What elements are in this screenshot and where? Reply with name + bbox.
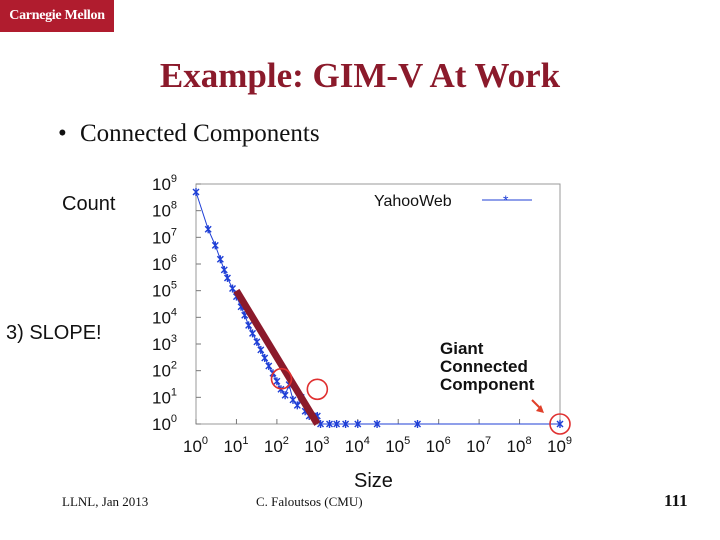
series-point xyxy=(223,273,231,282)
x-axis-label: Size xyxy=(354,470,393,492)
series-point xyxy=(333,420,341,428)
bullet-item: • Connected Components xyxy=(58,120,320,148)
y-tick-label: 100 xyxy=(152,413,177,434)
series-point xyxy=(293,401,301,410)
annotation-line: Giant xyxy=(440,339,484,358)
series-point xyxy=(556,420,564,428)
series-point xyxy=(245,321,253,330)
highlight-circle xyxy=(270,367,293,390)
log-log-scatter-chart: 100 101 102 103 104 105 106 107 108 109 100 101 102 1… xyxy=(152,173,572,456)
footer-author: C. Faloutsos (CMU) xyxy=(256,494,363,509)
series-point xyxy=(281,391,289,400)
y-tick-label: 106 xyxy=(152,253,177,274)
series-point xyxy=(354,420,362,428)
slide-title: Example: GIM-V At Work xyxy=(159,56,561,95)
series-point xyxy=(229,284,237,293)
series-point xyxy=(216,255,224,264)
y-tick-label: 105 xyxy=(152,280,177,301)
series-point xyxy=(273,377,281,386)
highlight-circle xyxy=(306,378,329,401)
series-point xyxy=(289,395,297,404)
series-point xyxy=(204,225,212,234)
legend-marker: * xyxy=(503,192,509,208)
series-point xyxy=(414,420,422,428)
x-tick-label: 104 xyxy=(345,435,370,456)
series-point xyxy=(249,329,257,338)
bullet-text: Connected Components xyxy=(80,120,320,147)
series-point xyxy=(326,420,334,428)
slope-line xyxy=(233,288,321,426)
bullet-dot-icon: • xyxy=(58,120,67,147)
y-axis-label: Count xyxy=(62,193,116,215)
series-point xyxy=(257,345,265,354)
x-tick-label: 109 xyxy=(547,435,572,456)
series-point xyxy=(342,420,350,428)
y-tick-label: 107 xyxy=(152,226,177,247)
slope-label: 3) SLOPE! xyxy=(6,322,102,344)
series-point xyxy=(261,353,269,362)
legend-label: YahooWeb xyxy=(374,193,452,210)
y-tick-label: 109 xyxy=(152,173,177,194)
y-tick-label: 104 xyxy=(152,306,177,327)
x-tick-label: 101 xyxy=(223,435,248,456)
footer-venue: LLNL, Jan 2013 xyxy=(62,494,149,509)
series-point xyxy=(373,420,381,428)
y-tick-label: 102 xyxy=(152,360,177,381)
series-point xyxy=(265,361,273,370)
series-point xyxy=(220,265,228,274)
annotation-line: Component xyxy=(440,375,535,394)
x-tick-label: 107 xyxy=(466,435,491,456)
y-tick-label: 103 xyxy=(152,333,177,354)
x-tick-label: 103 xyxy=(304,435,329,456)
annotation-line: Connected xyxy=(440,357,528,376)
y-tick-label: 101 xyxy=(152,386,177,407)
series-point xyxy=(211,241,219,250)
cmu-logo: Carnegie Mellon xyxy=(0,0,114,32)
x-tick-label: 105 xyxy=(385,435,410,456)
page-number: 111 xyxy=(664,491,688,510)
y-tick-label: 108 xyxy=(152,200,177,221)
x-tick-label: 106 xyxy=(426,435,451,456)
arrow-head-icon xyxy=(536,405,544,413)
x-tick-label: 108 xyxy=(507,435,532,456)
series-point xyxy=(192,188,200,197)
x-tick-label: 102 xyxy=(264,435,289,456)
highlight-circle xyxy=(549,413,571,435)
x-tick-label: 100 xyxy=(183,435,208,456)
series-point xyxy=(253,337,261,346)
